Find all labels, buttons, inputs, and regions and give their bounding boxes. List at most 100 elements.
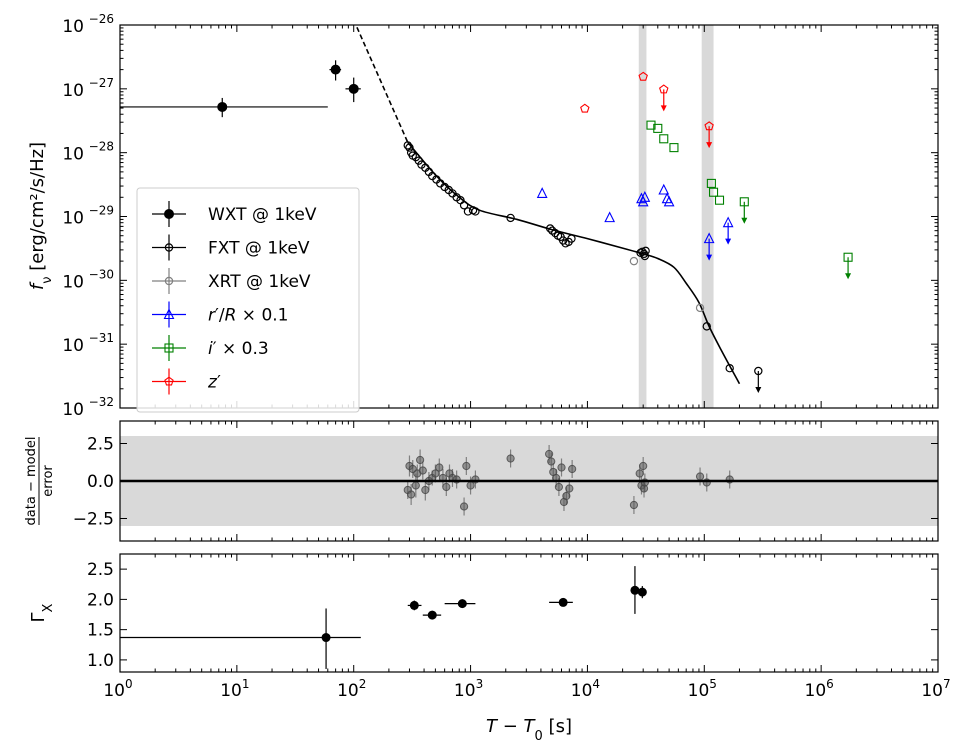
series-i-x-0-3-upper-limit xyxy=(739,197,853,280)
residual-point xyxy=(554,482,564,492)
data-point xyxy=(722,216,734,228)
residual-point xyxy=(562,491,571,501)
data-point xyxy=(706,178,716,188)
data-point xyxy=(640,251,650,261)
upper-limit-arrowhead xyxy=(660,105,667,112)
data-point xyxy=(506,213,515,223)
data-point xyxy=(558,236,568,245)
residual-point xyxy=(557,463,566,472)
series-wxt-1kev xyxy=(120,60,361,118)
upper-limit-arrowhead xyxy=(706,254,713,261)
data-point xyxy=(567,234,576,243)
y-tick-label: 0.0 xyxy=(87,472,114,492)
data-point xyxy=(348,83,359,94)
series-z- xyxy=(580,71,648,113)
legend-label: i′ × 0.3 xyxy=(208,339,269,359)
x-tick-label: 101 xyxy=(220,677,249,701)
x-tick-label: 107 xyxy=(921,677,950,701)
gamma-point xyxy=(630,585,640,595)
data-point xyxy=(754,366,763,376)
gamma-y-label: ΓX xyxy=(28,603,56,622)
data-point xyxy=(471,207,480,216)
y-tick-label: 10 −32 xyxy=(62,395,114,420)
data-point xyxy=(704,121,714,131)
data-point xyxy=(641,246,650,256)
y-tick-label: 2.0 xyxy=(87,590,114,610)
photon-index-frame xyxy=(119,553,939,673)
series-i-x-0-3 xyxy=(646,120,725,205)
y-tick-label: 2.5 xyxy=(87,435,114,455)
series-fxt-upper-limit xyxy=(754,366,763,393)
gamma-point xyxy=(427,610,437,620)
shaded-band xyxy=(638,25,647,408)
residual-point xyxy=(506,454,515,463)
legend-entry: r′/R × 0.1 xyxy=(152,301,289,328)
residual-point xyxy=(407,490,416,499)
data-point xyxy=(702,322,711,331)
y-tick-label: 10 −29 xyxy=(62,204,114,229)
legend-entry: WXT @ 1keV xyxy=(152,201,317,227)
x-tick-label: 103 xyxy=(454,677,483,701)
data-point xyxy=(725,364,734,373)
y-axis-label: fν [erg/cm²/s/Hz] xyxy=(27,142,55,290)
data-point xyxy=(663,195,675,207)
data-point xyxy=(405,143,414,152)
residual-point xyxy=(416,455,425,465)
residual-point xyxy=(629,500,639,510)
legend-marker xyxy=(164,209,174,219)
residuals-frame xyxy=(119,420,939,542)
y-tick-label: 10 −30 xyxy=(62,267,114,292)
y-tick-label: 10 −26 xyxy=(62,12,114,37)
photon-index-ticks: 100 101 102 103 104 105 106 107 1.0 1.5 2.0 2.5 xyxy=(87,554,951,701)
data-point xyxy=(714,195,725,205)
x-tick-label: 102 xyxy=(337,677,366,701)
data-point xyxy=(403,141,412,150)
y-tick-label: 1.0 xyxy=(87,651,114,671)
y-tick-label: −2.5 xyxy=(73,510,114,530)
gamma-point xyxy=(321,633,331,643)
svg-text:error: error xyxy=(41,465,56,497)
upper-limit-arrowhead xyxy=(845,273,852,280)
residual-point xyxy=(635,469,644,478)
residual-point xyxy=(418,466,427,475)
data-point xyxy=(639,191,651,202)
residual-point xyxy=(421,485,430,495)
x-axis-label: T − T0 [s] xyxy=(486,716,572,744)
data-point xyxy=(739,197,749,207)
series-r-r-x-0-1-upper-limit xyxy=(703,216,734,261)
series-fxt-1kev xyxy=(403,141,734,373)
data-point xyxy=(217,101,228,112)
shaded-band xyxy=(701,25,714,408)
data-point xyxy=(646,120,656,130)
upper-limit-arrowhead xyxy=(755,386,762,393)
legend-label: XRT @ 1keV xyxy=(208,272,311,292)
data-point xyxy=(708,187,719,197)
legend-marker xyxy=(164,276,174,286)
data-point xyxy=(638,247,647,256)
residual-point xyxy=(442,482,451,492)
data-point xyxy=(703,232,715,244)
y-tick-label: 10 −31 xyxy=(62,331,114,356)
residual-point xyxy=(462,461,471,471)
residual-point xyxy=(466,481,475,490)
data-point xyxy=(545,224,555,233)
data-point xyxy=(669,143,679,153)
data-point xyxy=(638,71,648,81)
data-point xyxy=(604,211,616,223)
upper-limit-arrowhead xyxy=(741,217,748,224)
photon-index-data xyxy=(120,566,647,669)
residual-point xyxy=(565,484,574,493)
residual-point xyxy=(459,502,469,511)
upper-limit-arrowhead xyxy=(725,238,732,245)
light-curve-data xyxy=(120,60,853,393)
upper-limit-arrowhead xyxy=(706,142,713,149)
legend-marker xyxy=(164,343,174,353)
y-tick-label: 2.5 xyxy=(87,560,114,580)
legend-marker xyxy=(164,376,174,386)
gamma-point xyxy=(457,599,467,609)
residual-point xyxy=(411,481,420,490)
residual-point xyxy=(695,472,705,481)
x-tick-label: 104 xyxy=(571,677,600,701)
